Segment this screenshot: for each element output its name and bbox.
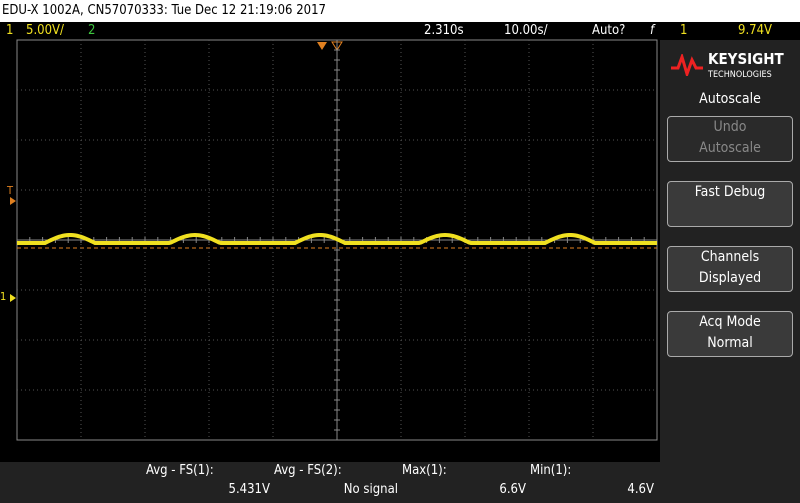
softkey-label: Undo [713, 119, 747, 135]
menu-title: Autoscale [699, 91, 761, 107]
title-bar: EDU-X 1002A, CN57070333: Tue Dec 12 21:1… [0, 0, 800, 22]
ch1-scale: 5.00V/ [26, 23, 64, 38]
measurement-value: No signal [343, 482, 398, 497]
measurement-value: 4.6V [627, 482, 654, 497]
trigger-marker [317, 42, 327, 50]
softkey-label: Displayed [698, 270, 762, 286]
measurement-value: 6.6V [499, 482, 526, 497]
softkey[interactable]: Undo Autoscale [667, 116, 793, 162]
logo-sub: TECHNOLOGIES [708, 70, 772, 80]
ch2-label: 2 [88, 23, 96, 38]
graticule [10, 39, 658, 441]
ch1-label: 1 [6, 23, 14, 38]
title: EDU-X 1002A, CN57070333: Tue Dec 12 21:1… [2, 3, 326, 18]
ch1-arrow [10, 294, 16, 302]
measurement-bar [0, 462, 660, 503]
softkey-label: Channels [700, 249, 760, 265]
delay: 2.310s [424, 23, 464, 38]
trigger-level: 9.74V [738, 23, 773, 38]
softkey-label: Normal [707, 335, 753, 351]
trigger-mode: Auto? [592, 23, 626, 38]
softkey-label: Acq Mode [699, 314, 761, 330]
trigger-arrow [10, 197, 16, 205]
trigger-marker-label: T [7, 184, 14, 197]
channel-marker-label: 1 [0, 290, 7, 303]
softkey[interactable]: Acq Mode Normal [667, 311, 793, 357]
softkey-label: Fast Debug [694, 184, 766, 200]
measurement-label: Avg - FS(1): [146, 463, 214, 478]
waveform [17, 232, 657, 245]
softkey[interactable]: Channels Displayed [667, 246, 793, 292]
trigger-icon: f [650, 23, 655, 38]
measurement-label: Avg - FS(2): [274, 463, 342, 478]
logo-brand: KEYSIGHT [708, 50, 784, 68]
measurement-label: Max(1): [402, 463, 447, 478]
measurement-value: 5.431V [228, 482, 270, 497]
measurement-label: Min(1): [530, 463, 572, 478]
logo-icon [671, 54, 703, 76]
timebase: 10.00s/ [504, 23, 548, 38]
softkey[interactable]: Fast Debug [667, 181, 793, 227]
trigger-source: 1 [680, 23, 688, 38]
softkey-label: Autoscale [699, 140, 761, 156]
